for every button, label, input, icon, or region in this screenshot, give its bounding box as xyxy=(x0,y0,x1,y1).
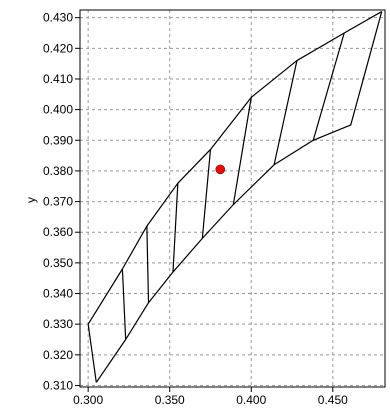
zone-divider-line xyxy=(232,97,252,205)
lower-boundary-line xyxy=(95,11,383,383)
y-tick-label: 0.340 xyxy=(43,287,73,301)
x-tick-label: 0.400 xyxy=(236,393,266,407)
y-tick-label: 0.350 xyxy=(43,256,73,270)
zone-divider-line xyxy=(172,183,179,273)
zone-divider-line xyxy=(201,149,212,239)
zone-divider-line xyxy=(146,226,150,303)
y-tick-label: 0.390 xyxy=(43,133,73,147)
y-tick-label: 0.430 xyxy=(43,11,73,25)
y-axis-label: y xyxy=(24,197,38,203)
x-axis-ticks: 0.300 0.350 0.400 0.450 xyxy=(73,387,348,407)
plot-frame xyxy=(79,9,386,388)
measurement-point-layer xyxy=(215,164,226,175)
grid-lines xyxy=(80,10,385,387)
y-tick-label: 0.410 xyxy=(43,72,73,86)
y-tick-label: 0.360 xyxy=(43,225,73,239)
y-tick-label: 0.320 xyxy=(43,348,73,362)
zone-divider-line xyxy=(121,268,127,340)
left-edge-line xyxy=(87,324,97,383)
y-axis-ticks: 0.310 0.320 0.330 0.340 0.350 0.360 0.370 0.380… xyxy=(43,11,80,392)
y-tick-label: 0.370 xyxy=(43,195,73,209)
measurement-point xyxy=(215,164,226,175)
x-tick-label: 0.350 xyxy=(155,393,185,407)
y-tick-label: 0.330 xyxy=(43,317,73,331)
zone-divider-line xyxy=(312,32,345,141)
bin-region-outlines xyxy=(87,11,383,383)
y-tick-label: 0.400 xyxy=(43,103,73,117)
y-tick-label: 0.310 xyxy=(43,378,73,392)
y-tick-label: 0.420 xyxy=(43,41,73,55)
x-tick-label: 0.300 xyxy=(73,393,103,407)
y-tick-label: 0.380 xyxy=(43,164,73,178)
x-tick-label: 0.450 xyxy=(318,393,348,407)
zone-divider-line xyxy=(273,60,298,165)
